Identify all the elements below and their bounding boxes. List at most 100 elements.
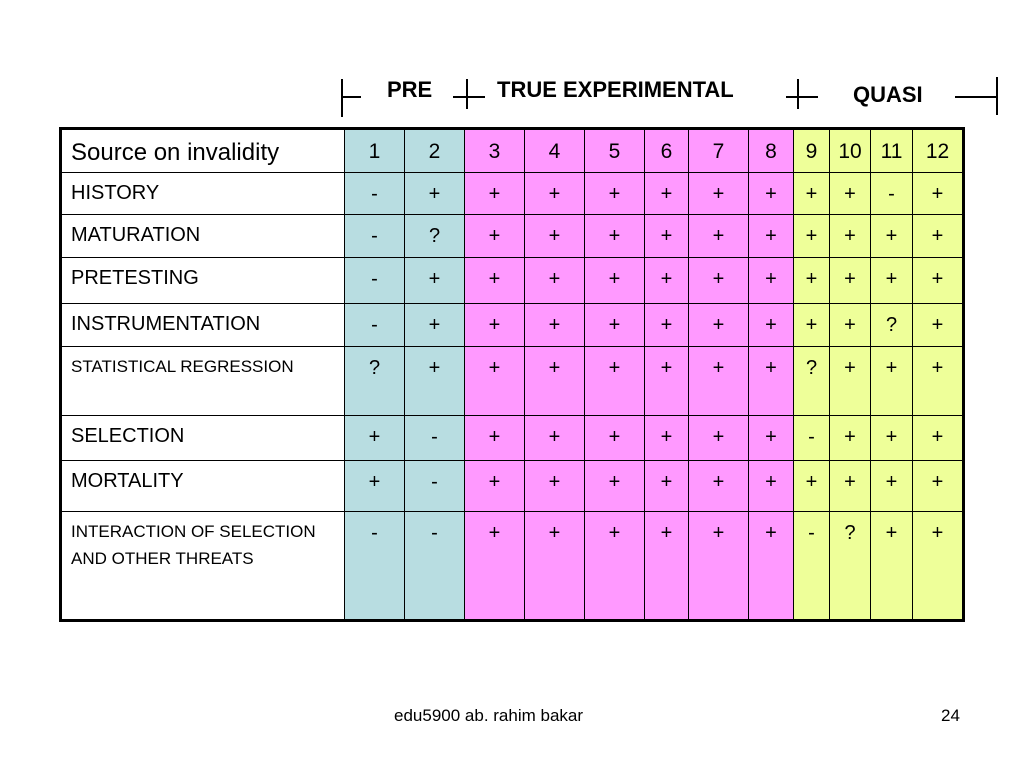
rating-cell: + [688,214,749,258]
rating-cell: + [688,415,749,461]
rating-cell: + [748,214,794,258]
rating-cell: + [793,460,830,512]
rating-cell: + [464,172,525,215]
rating-cell: + [829,460,871,512]
validity-table: Source on invalidity 1 2 3 4 5 6 7 8 9 10 11 12 HISTO… [59,127,965,622]
design-number-cell: 2 [404,128,465,173]
bracket-line-true-right [786,96,818,98]
rating-cell: ? [870,303,913,347]
threat-label-cell: INSTRUMENTATION [60,303,345,347]
rating-cell: - [404,511,465,621]
rating-cell: + [870,346,913,416]
rating-cell: + [464,460,525,512]
table-row: HISTORY - + + + + + + + + + - + [60,172,964,215]
rating-cell: + [748,415,794,461]
rating-cell: + [912,511,964,621]
rating-cell: + [870,460,913,512]
rating-cell: + [688,257,749,304]
rating-cell: + [464,511,525,621]
rating-cell: + [584,415,645,461]
rating-cell: + [793,214,830,258]
rating-cell: + [584,303,645,347]
table-row: SELECTION + - + + + + + + - + + + [60,415,964,461]
rating-cell: ? [793,346,830,416]
table-row: STATISTICAL REGRESSION? + + + + + + +? + + + [60,346,964,416]
rating-cell: + [524,214,585,258]
rating-cell: + [404,257,465,304]
rating-cell: - [404,415,465,461]
design-number-cell: 1 [344,128,405,173]
rating-cell: + [584,172,645,215]
bracket-tick-right [996,77,998,115]
rating-cell: + [344,415,405,461]
bracket-line-quasi-right [955,96,997,98]
bracket-line-pre-right [453,96,485,98]
rating-cell: + [870,415,913,461]
rating-cell: + [829,172,871,215]
rating-cell: ? [404,214,465,258]
table-row: PRETESTING - + + + + + + + + + + + [60,257,964,304]
rating-cell: + [688,460,749,512]
rating-cell: + [404,346,465,416]
rating-cell: + [748,303,794,347]
bracket-tick-true-quasi [797,79,799,109]
rating-cell: + [748,460,794,512]
threat-label-cell: MORTALITY [60,460,345,512]
rating-cell: - [870,172,913,215]
rating-cell: + [644,303,689,347]
rating-cell: - [344,257,405,304]
threat-label-cell: HISTORY [60,172,345,215]
rating-cell: + [524,257,585,304]
rating-cell: - [404,460,465,512]
rating-cell: - [344,214,405,258]
rating-cell: + [644,257,689,304]
rating-cell: + [524,511,585,621]
rating-cell: + [644,415,689,461]
group-label-quasi: QUASI [853,82,923,107]
rating-cell: + [644,460,689,512]
threat-label-cell: MATURATION [60,214,345,258]
bracket-tick-pre-true [466,79,468,109]
rating-cell: + [464,257,525,304]
rating-cell: + [524,303,585,347]
rating-cell: + [793,172,830,215]
table-row: MORTALITY + - + + + + + + + + + + [60,460,964,512]
rating-cell: + [912,303,964,347]
design-number-cell: 10 [829,128,871,173]
design-number-cell: 4 [524,128,585,173]
rating-cell: + [912,460,964,512]
header-row: Source on invalidity 1 2 3 4 5 6 7 8 9 10 11 12 [60,128,964,173]
rating-cell: ? [829,511,871,621]
table-row: INSTRUMENTATION - + + + + + + + + +? + [60,303,964,347]
rating-cell: - [344,303,405,347]
rating-cell: + [524,460,585,512]
rating-cell: + [688,172,749,215]
rating-cell: + [644,214,689,258]
rating-cell: + [464,415,525,461]
table-row: INTERACTION OF SELECTION AND OTHER THREA… [60,511,964,621]
rating-cell: + [584,257,645,304]
rating-cell: + [748,257,794,304]
rating-cell: - [793,511,830,621]
design-number-cell: 3 [464,128,525,173]
group-label-pre: PRE [387,77,433,102]
rating-cell: + [464,303,525,347]
rating-cell: + [912,172,964,215]
threat-label-cell: PRETESTING [60,257,345,304]
design-number-cell: 8 [748,128,794,173]
threat-label-cell: SELECTION [60,415,345,461]
rating-cell: + [793,303,830,347]
rating-cell: + [688,511,749,621]
design-number-cell: 9 [793,128,830,173]
rating-cell: + [524,172,585,215]
rating-cell: + [464,214,525,258]
rating-cell: + [404,172,465,215]
rating-cell: + [870,214,913,258]
rating-cell: + [688,346,749,416]
rating-cell: ? [344,346,405,416]
rating-cell: + [748,511,794,621]
footer-credit: edu5900 ab. rahim bakar [394,706,584,725]
rating-cell: + [870,511,913,621]
rating-cell: + [644,346,689,416]
rating-cell: + [829,415,871,461]
